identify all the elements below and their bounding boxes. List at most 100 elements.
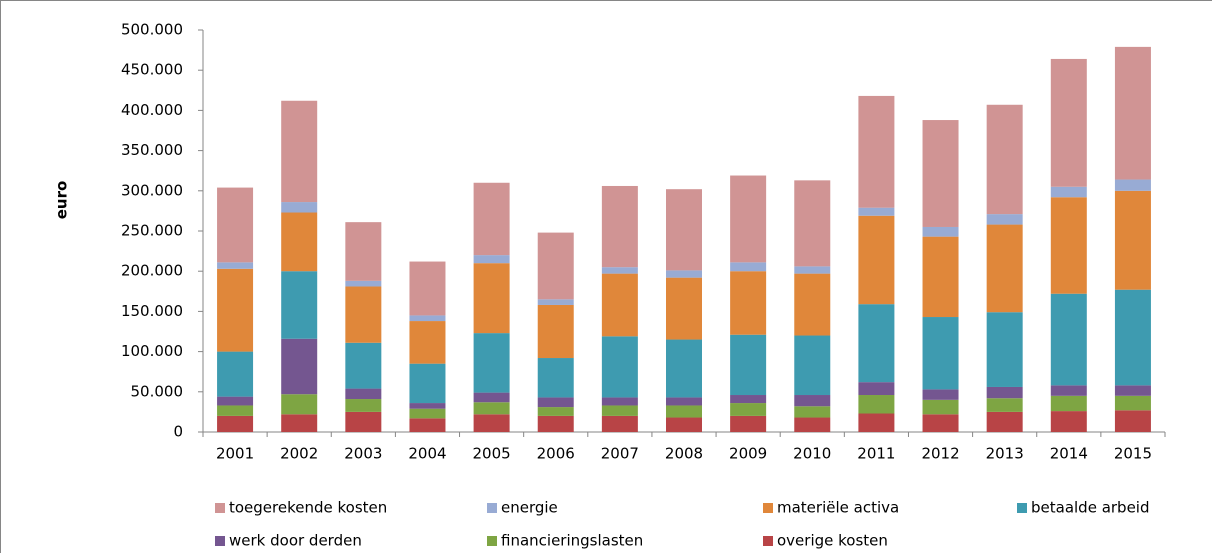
bar-segment xyxy=(409,403,446,409)
bar-segment xyxy=(794,406,831,418)
x-tick-label: 2002 xyxy=(280,445,318,463)
bar-segment xyxy=(730,415,767,432)
legend-label: toegerekende kosten xyxy=(229,499,387,517)
bar-segment xyxy=(666,277,702,340)
x-tick-label: 2011 xyxy=(857,445,895,463)
bar-segment xyxy=(473,182,510,256)
bar-segment xyxy=(217,187,254,263)
bar-segment xyxy=(922,236,959,318)
x-tick-label: 2006 xyxy=(537,445,575,463)
bar-segment xyxy=(1050,395,1087,412)
bar-segment xyxy=(409,261,446,316)
legend-label: financieringslasten xyxy=(501,532,643,550)
y-tick-label: 400.000 xyxy=(121,101,183,119)
bar-segment xyxy=(794,273,831,336)
y-tick-label: 100.000 xyxy=(121,342,183,360)
bar-segment xyxy=(473,402,510,415)
bar-segment xyxy=(345,388,382,400)
x-tick-label: 2004 xyxy=(408,445,446,463)
bar-segment xyxy=(217,351,254,397)
legend-swatch xyxy=(487,503,497,513)
bar-segment xyxy=(858,304,895,383)
bar-segment xyxy=(601,397,638,406)
bar-segment xyxy=(986,104,1023,215)
x-tick-label: 2003 xyxy=(344,445,382,463)
bar-segment xyxy=(1050,58,1087,187)
bar-segment xyxy=(794,417,831,432)
bar-segment xyxy=(281,338,318,395)
bar-segment xyxy=(473,263,510,334)
bar-segment xyxy=(666,405,702,418)
bar-segment xyxy=(281,271,318,339)
bar-segment xyxy=(858,207,895,216)
bar-segment xyxy=(858,413,895,432)
bar-segment xyxy=(922,389,959,400)
bar-segment xyxy=(794,180,831,267)
bar-segment xyxy=(666,189,702,271)
bar-segment xyxy=(345,399,382,412)
bar-segment xyxy=(409,408,446,419)
legend-label: energie xyxy=(501,499,558,517)
y-tick-label: 200.000 xyxy=(121,262,183,280)
bar-segment xyxy=(537,397,574,408)
bar-segment xyxy=(601,405,638,416)
bar-segment xyxy=(794,266,831,274)
x-tick-label: 2012 xyxy=(921,445,959,463)
y-tick-label: 250.000 xyxy=(121,222,183,240)
bar-segment xyxy=(922,414,959,432)
bar-segment xyxy=(1050,186,1087,198)
bar-segment xyxy=(345,280,382,287)
bar-segment xyxy=(986,214,1023,225)
bar-segment xyxy=(1114,410,1151,432)
y-tick-label: 0 xyxy=(173,423,183,441)
bar-segment xyxy=(922,317,959,390)
bar-segment xyxy=(1114,190,1151,290)
bar-segment xyxy=(281,414,318,432)
bar-segment xyxy=(217,396,254,406)
bar-segment xyxy=(730,262,767,272)
bar-segment xyxy=(601,267,638,274)
legend-label: overige kosten xyxy=(777,532,888,550)
bar-segment xyxy=(537,358,574,398)
bar-segment xyxy=(601,336,638,398)
y-tick-label: 50.000 xyxy=(131,382,184,400)
legend-swatch xyxy=(215,503,225,513)
bar-segment xyxy=(345,286,382,343)
bar-segment xyxy=(281,394,318,415)
bar-segment xyxy=(217,415,254,432)
bar-segment xyxy=(1114,289,1151,386)
legend-label: betaalde arbeid xyxy=(1031,499,1150,517)
x-tick-label: 2013 xyxy=(986,445,1024,463)
bar-segment xyxy=(986,398,1023,412)
bar-segment xyxy=(217,262,254,269)
bar-segment xyxy=(281,100,318,203)
bar-segment xyxy=(537,232,574,300)
x-tick-label: 2010 xyxy=(793,445,831,463)
bar-segment xyxy=(858,95,895,208)
x-tick-label: 2009 xyxy=(729,445,767,463)
bar-segment xyxy=(922,399,959,415)
bar-segment xyxy=(409,315,446,322)
bar-segment xyxy=(794,335,831,396)
bar-segment xyxy=(345,411,382,432)
bar-segment xyxy=(409,418,446,432)
bar-segment xyxy=(601,273,638,337)
x-tick-label: 2014 xyxy=(1050,445,1088,463)
bar-segment xyxy=(986,224,1023,313)
legend-swatch xyxy=(763,536,773,546)
bar-segment xyxy=(666,270,702,278)
bar-segment xyxy=(281,202,318,213)
bar-segment xyxy=(666,417,702,432)
bar-segment xyxy=(730,395,767,404)
bar-segment xyxy=(922,226,959,237)
bar-segment xyxy=(1114,46,1151,180)
bar-segment xyxy=(858,382,895,396)
bar-segment xyxy=(409,363,446,404)
bar-segment xyxy=(217,268,254,352)
bar-segment xyxy=(537,407,574,416)
y-tick-label: 500.000 xyxy=(121,21,183,39)
y-tick-label: 350.000 xyxy=(121,141,183,159)
bar-segment xyxy=(217,405,254,416)
bar-segment xyxy=(281,212,318,272)
